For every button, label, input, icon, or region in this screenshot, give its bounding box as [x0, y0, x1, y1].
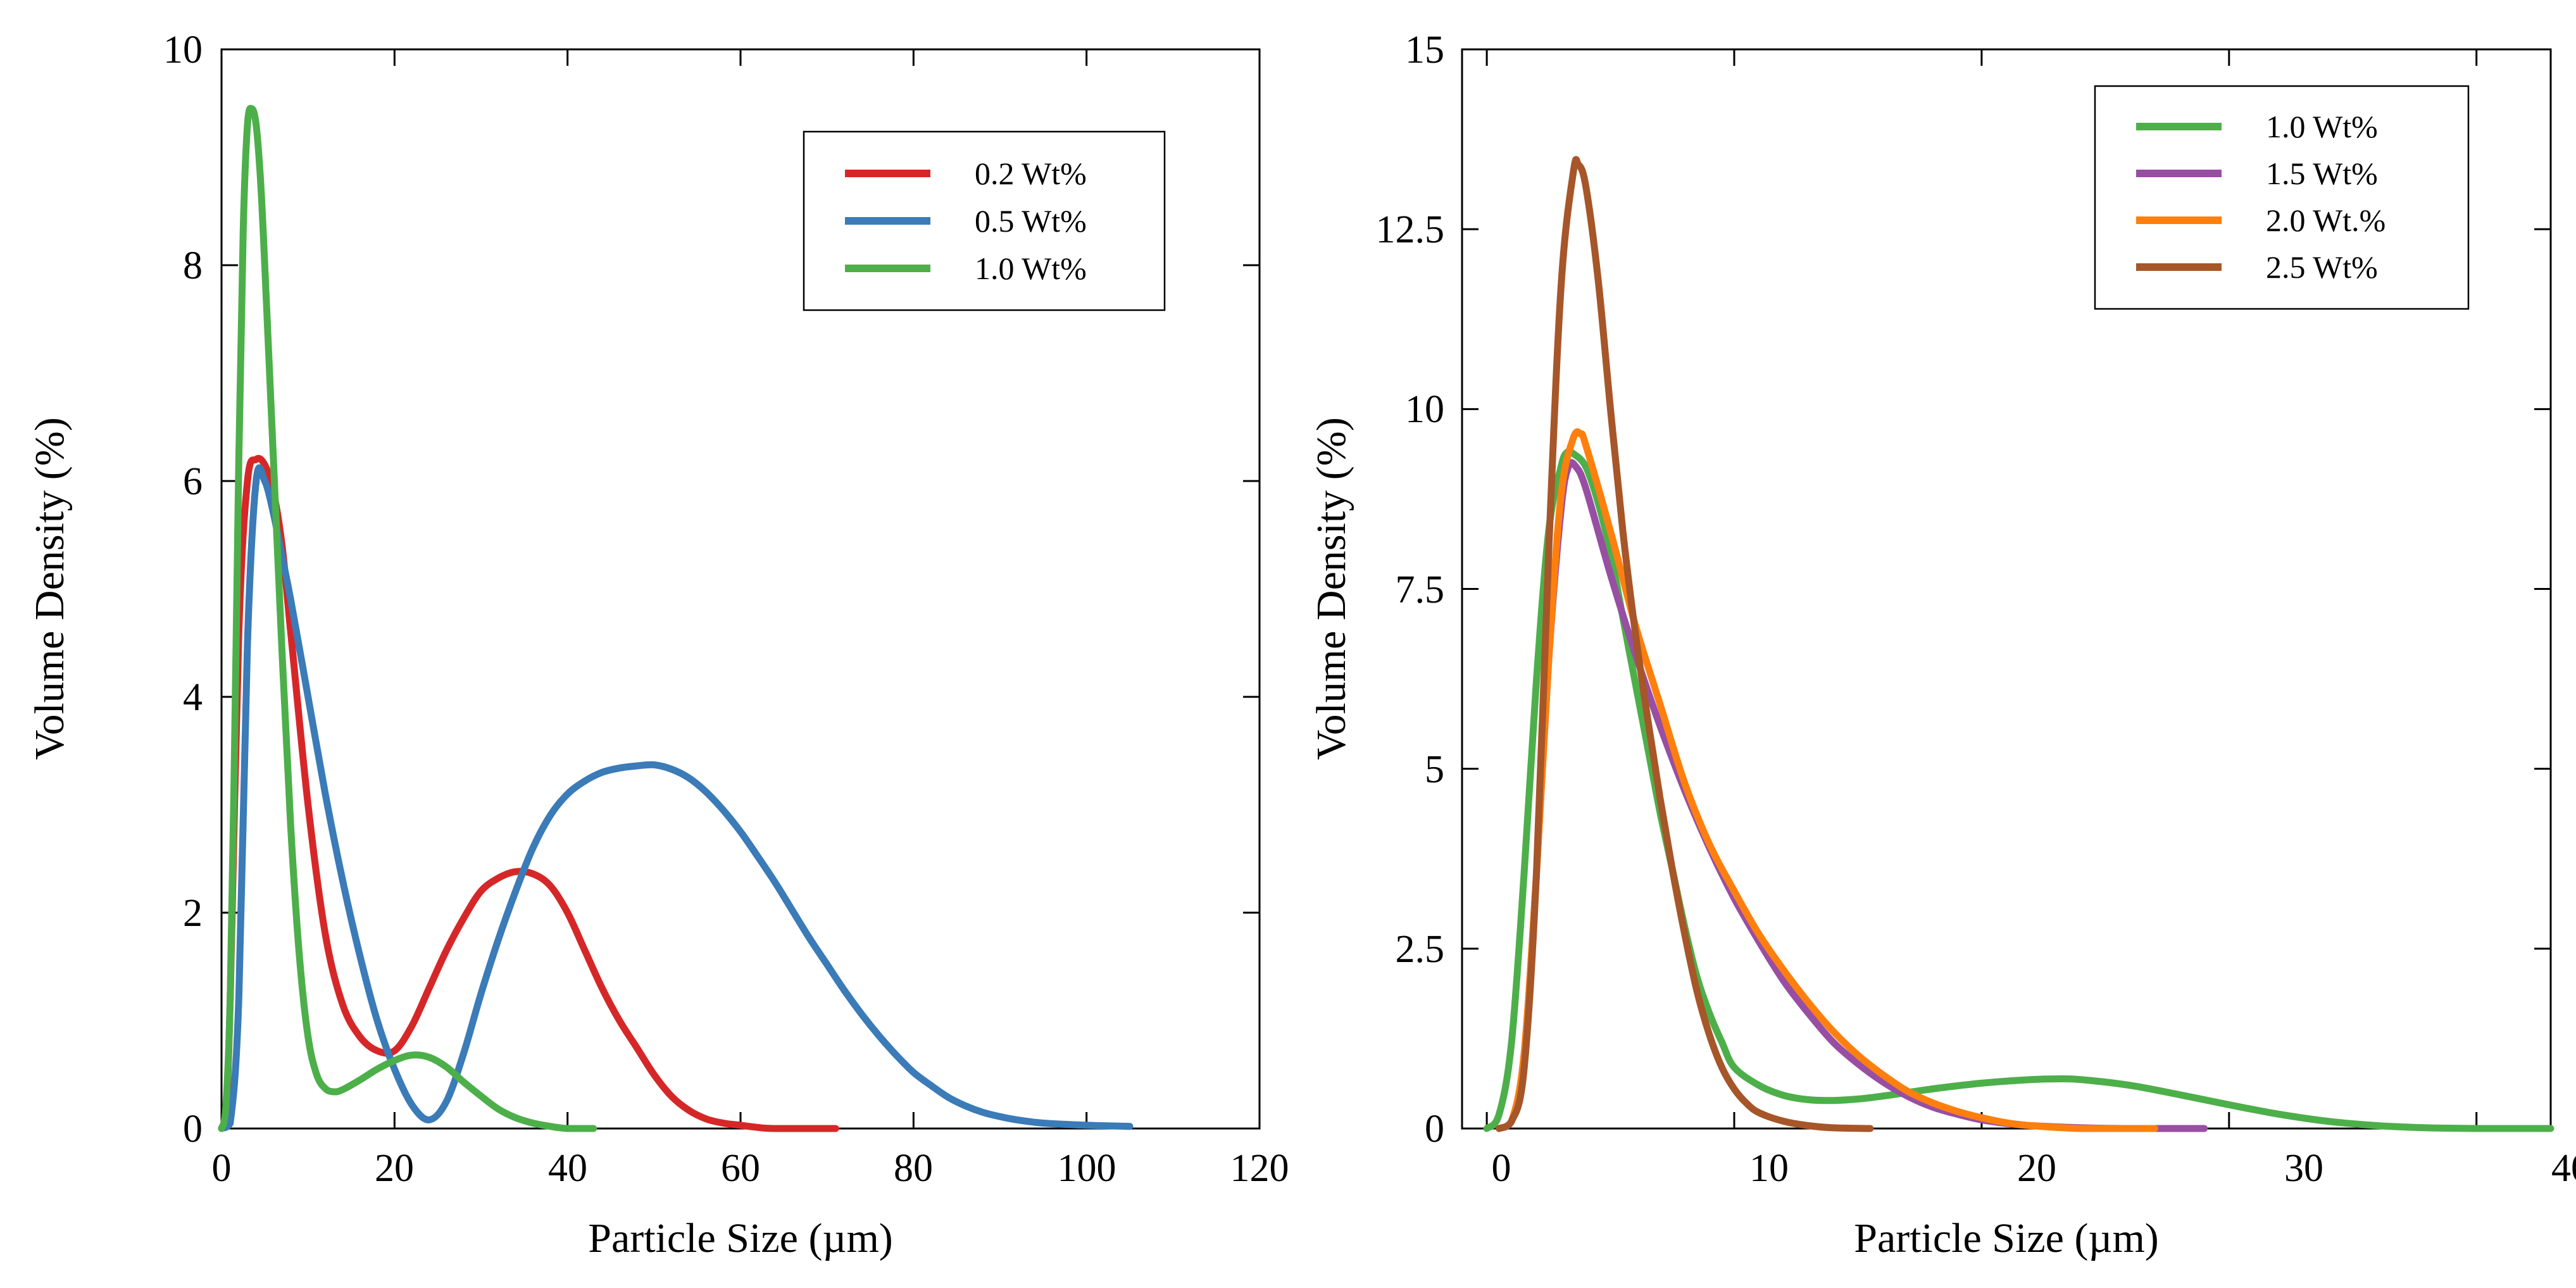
- chart-right-series-line: [1496, 459, 2208, 1132]
- chart-left-series-line: [218, 454, 839, 1132]
- chart-right-xtick-label: 10: [1749, 1147, 1789, 1190]
- chart-right-xtick-label: 0: [1492, 1147, 1511, 1190]
- chart-right: 0 10 20 30 40 0 2.5 5 7.5 10 12.5 15 Par…: [1308, 28, 2576, 1261]
- chart-left-ytick-label: 8: [183, 244, 203, 287]
- chart-right-xtick-label: 30: [2284, 1147, 2323, 1190]
- chart-right-y-axis-title: Volume Density (%): [1308, 417, 1354, 760]
- chart-left-ytick-label: 4: [183, 676, 203, 719]
- chart-left-y-axis-title: Volume Density (%): [27, 417, 73, 760]
- chart-left-ytick-label: 10: [163, 28, 203, 72]
- chart-right-legend-label: 2.0 Wt.%: [2266, 203, 2385, 238]
- chart-left-legend-label: 0.5 Wt%: [975, 203, 1087, 239]
- chart-left-legend-label: 1.0 Wt%: [975, 251, 1087, 286]
- chart-right-ytick-label: 7.5: [1396, 568, 1445, 611]
- chart-right-legend-label: 1.0 Wt%: [2266, 109, 2378, 144]
- chart-right-ytick-label: 0: [1425, 1108, 1444, 1151]
- chart-right-ytick-label: 2.5: [1396, 928, 1445, 971]
- chart-left-ytick-label: 0: [183, 1108, 203, 1151]
- chart-left-xtick-label: 40: [548, 1147, 587, 1190]
- chart-right-series-lines: [1483, 156, 2554, 1132]
- chart-left: 0 20 40 60 80 100 120 0 2 4 6 8 10 Parti…: [27, 28, 1289, 1261]
- chart-left-legend-label: 0.2 Wt%: [975, 156, 1087, 191]
- chart-right-series-line: [1496, 156, 1874, 1132]
- chart-left-legend: 0.2 Wt% 0.5 Wt% 1.0 Wt%: [803, 130, 1166, 311]
- chart-right-legend-label: 2.5 Wt%: [2266, 249, 2378, 285]
- chart-right-ytick-label: 12.5: [1376, 208, 1445, 251]
- chart-right-ytick-label: 15: [1405, 28, 1444, 72]
- chart-left-xtick-label: 120: [1230, 1147, 1289, 1190]
- chart-left-xtick-label: 100: [1058, 1147, 1116, 1190]
- chart-left-xtick-label: 0: [212, 1147, 232, 1190]
- chart-left-xtick-label: 80: [894, 1147, 933, 1190]
- chart-left-ticks: [220, 48, 1261, 1130]
- chart-left-x-axis-title: Particle Size (µm): [588, 1215, 893, 1261]
- chart-right-x-axis-title: Particle Size (µm): [1854, 1215, 2159, 1261]
- chart-left-series-line: [218, 104, 597, 1132]
- chart-right-legend: 1.0 Wt% 1.5 Wt% 2.0 Wt.% 2.5 Wt%: [2094, 85, 2470, 310]
- chart-right-ytick-label: 5: [1425, 748, 1444, 791]
- chart-left-series-lines: [218, 104, 1134, 1132]
- chart-right-ytick-label: 10: [1405, 388, 1444, 431]
- chart-left-ytick-label: 2: [183, 892, 203, 935]
- chart-left-xtick-label: 20: [375, 1147, 414, 1190]
- chart-left-xtick-label: 60: [721, 1147, 760, 1190]
- chart-right-xtick-label: 20: [2017, 1147, 2056, 1190]
- chart-right-legend-label: 1.5 Wt%: [2266, 156, 2378, 191]
- chart-right-series-line: [1483, 447, 2554, 1132]
- chart-right-xtick-label: 40: [2551, 1147, 2576, 1190]
- chart-left-ytick-label: 6: [183, 460, 203, 503]
